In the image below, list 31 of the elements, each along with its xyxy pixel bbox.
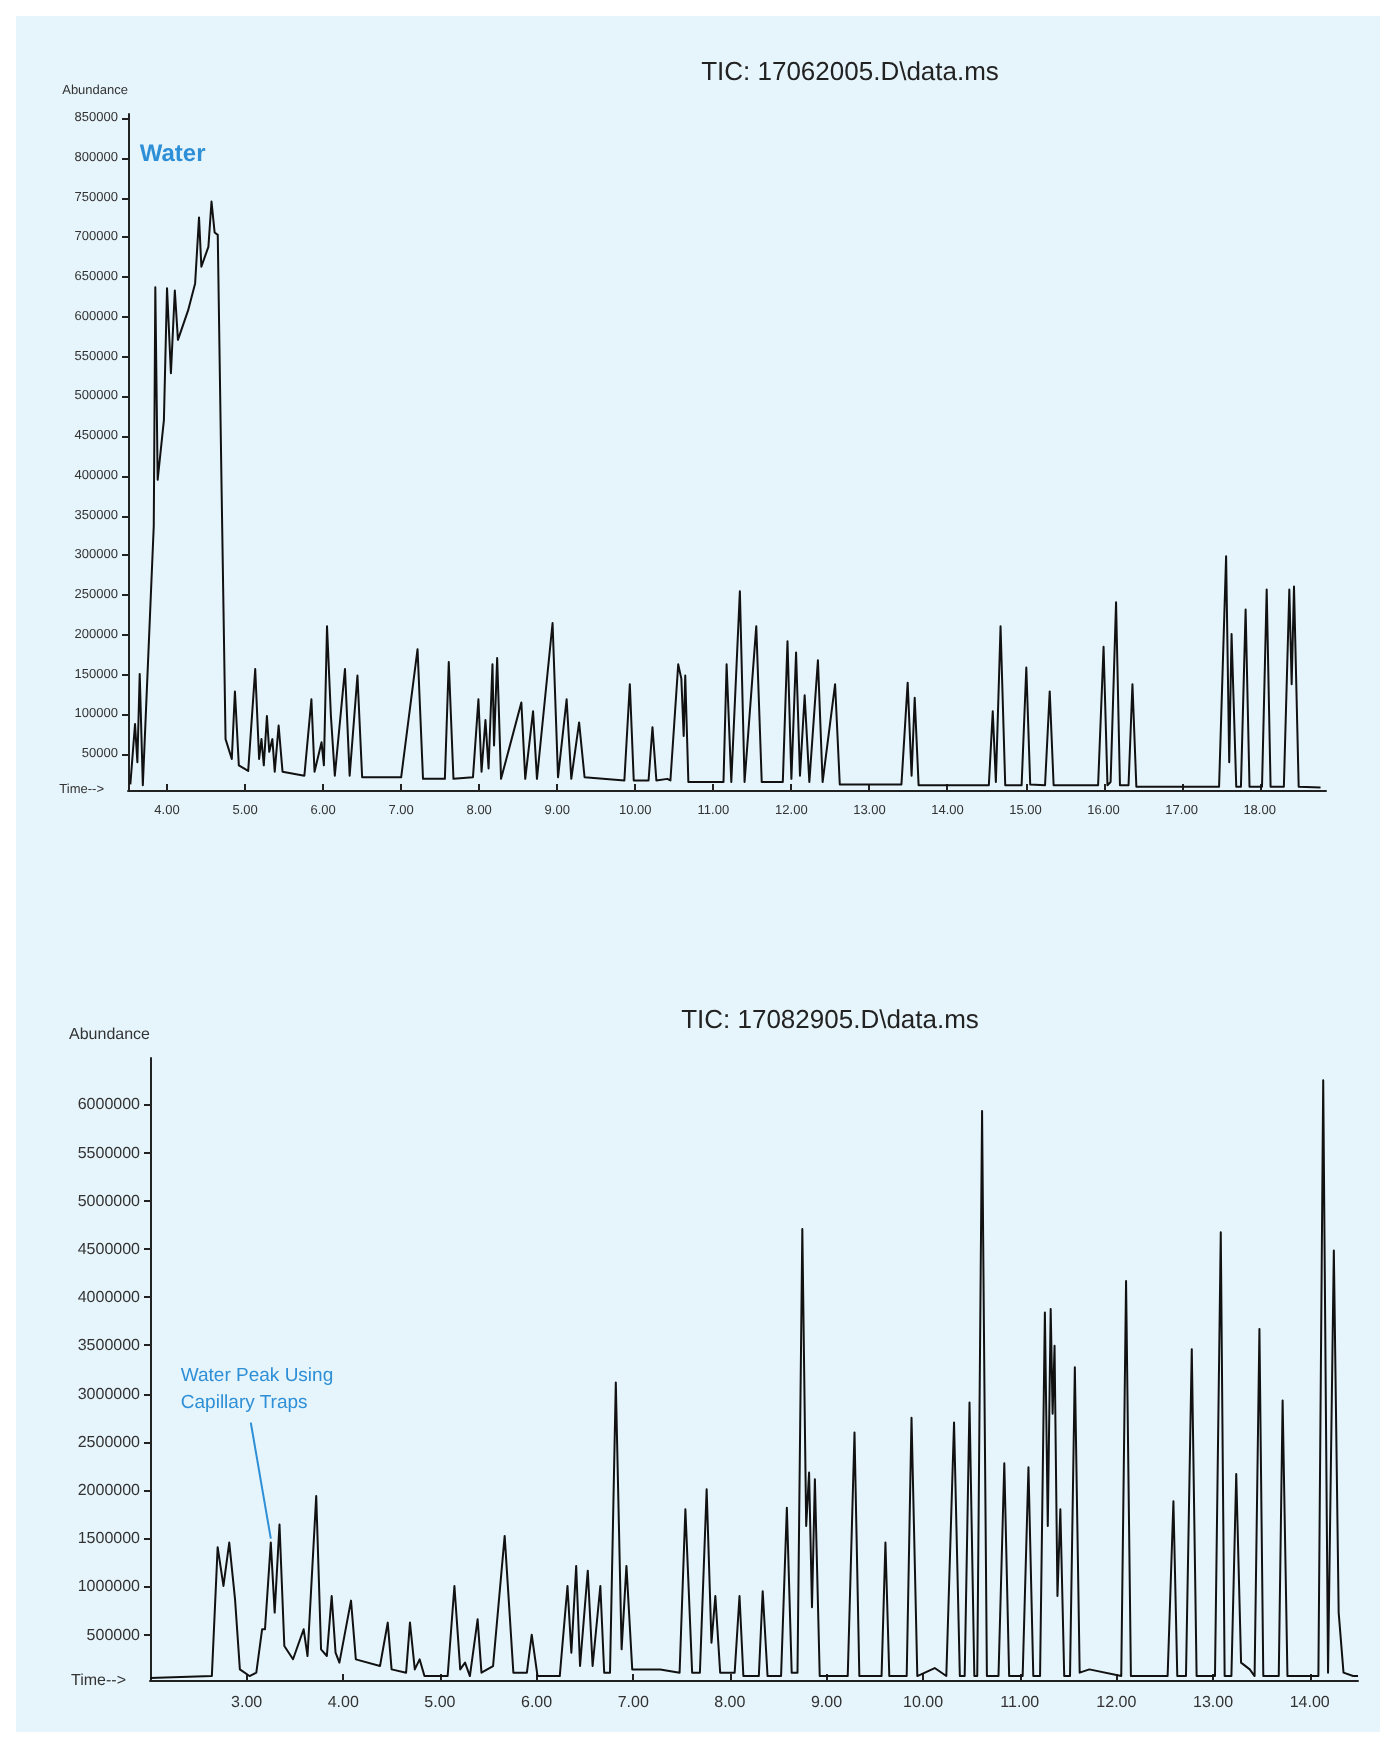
x-tick-label: 7.00 [617, 1693, 650, 1711]
x-tick-label: 13.00 [1193, 1693, 1235, 1711]
chart-title: TIC: 17082905.D\data.ms [681, 1004, 980, 1034]
x-tick-label: 12.00 [1096, 1693, 1138, 1711]
y-tick-label: 4000000 [77, 1288, 142, 1307]
y-tick-label: 1500000 [77, 1529, 142, 1548]
y-tick-label: 5500000 [77, 1143, 142, 1162]
chart-title: TIC: 17062005.D\data.ms [701, 56, 1000, 86]
y-tick-label: 4500000 [77, 1239, 142, 1258]
x-axis-title: Time--> [71, 1671, 127, 1689]
y-axis-title: Abundance [69, 1025, 152, 1043]
annotation: Water [139, 139, 207, 168]
x-tick-label: 4.00 [327, 1693, 360, 1711]
annotation: Water Peak Using Capillary Traps [180, 1365, 339, 1415]
x-tick-label: 6.00 [520, 1693, 554, 1711]
y-tick-label: 500000 [86, 1625, 142, 1644]
x-tick-label: 10.00 [903, 1693, 945, 1711]
x-tick-label: 11.00 [1000, 1693, 1041, 1711]
y-tick-label: 3000000 [77, 1384, 142, 1403]
line-series [129, 200, 1322, 789]
x-tick-label: 3.00 [231, 1693, 264, 1711]
y-tick-label: 2000000 [77, 1481, 142, 1500]
x-tick-label: 8.00 [714, 1693, 747, 1711]
x-tick-label: 5.00 [424, 1693, 457, 1711]
y-tick-label: 6000000 [77, 1095, 142, 1114]
y-tick-label: 1000000 [77, 1577, 142, 1596]
y-tick-label: 5000000 [77, 1191, 142, 1210]
y-tick-label: 3500000 [77, 1336, 142, 1355]
y-tick-label: 2500000 [77, 1432, 142, 1451]
x-tick-label: 9.00 [810, 1693, 844, 1711]
x-tick-label: 14.00 [1289, 1693, 1331, 1711]
